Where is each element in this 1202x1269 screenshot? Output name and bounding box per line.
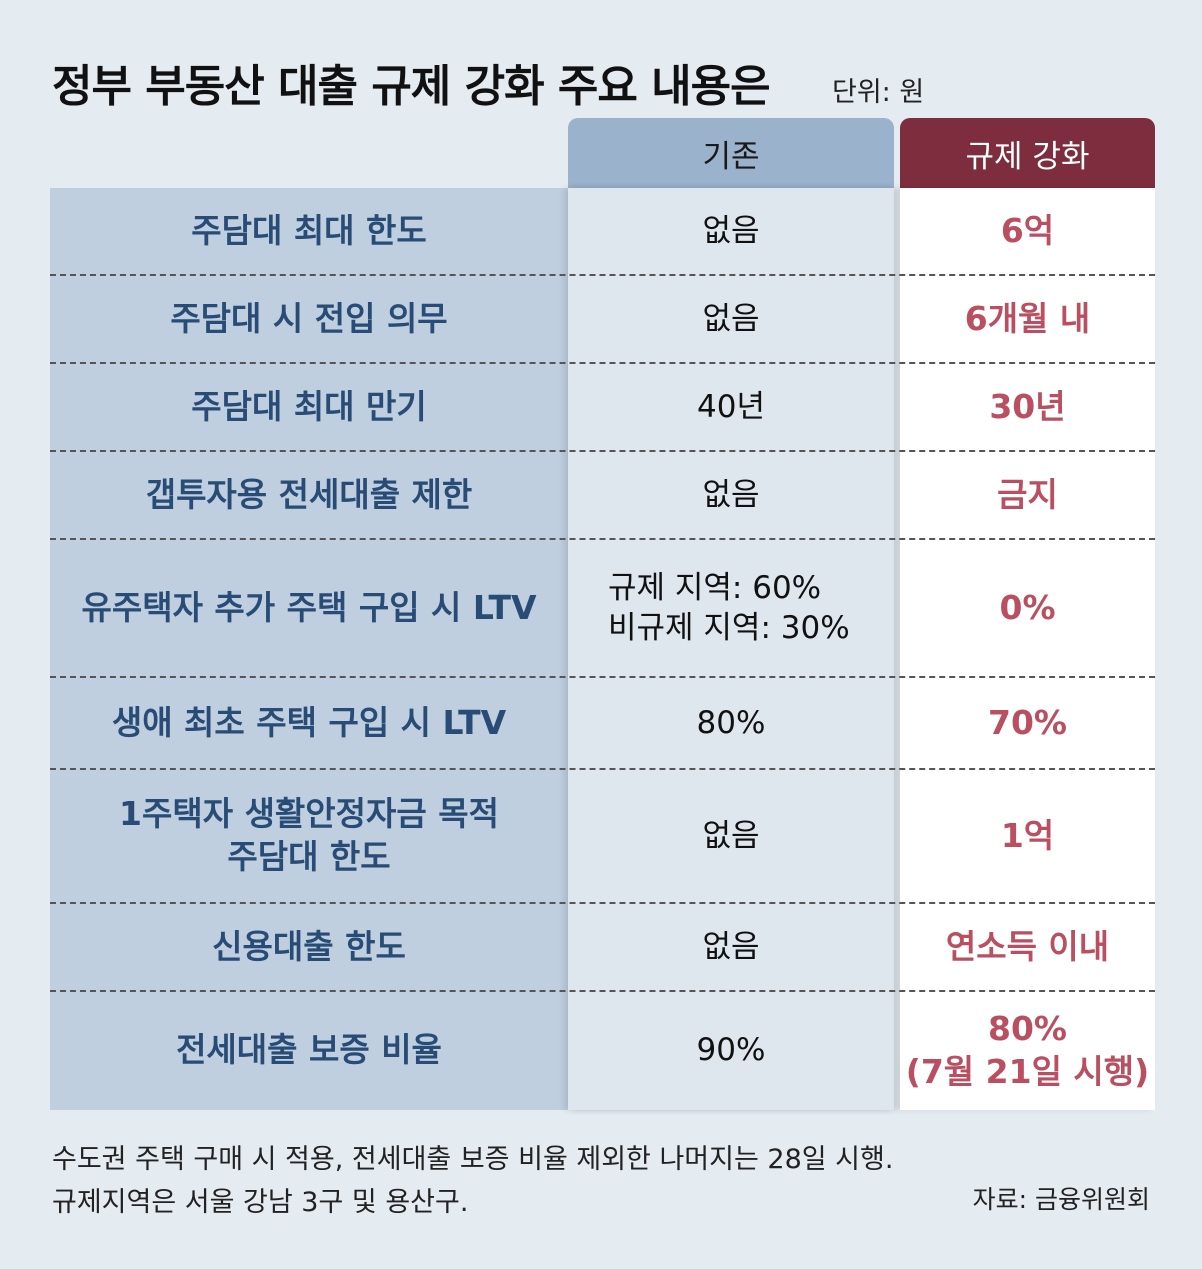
table-row: 생애 최초 주택 구입 시 LTV 80% 70% [50, 677, 1155, 769]
existing-value: 80% [568, 677, 894, 769]
existing-value-line: 없음 [702, 213, 760, 250]
strengthened-column [900, 188, 1155, 1110]
existing-value: 없음 [568, 451, 894, 539]
existing-value: 90% [568, 991, 894, 1110]
row-label: 유주택자 추가 주택 구입 시 LTV [50, 539, 568, 677]
existing-value: 없음 [568, 903, 894, 991]
strengthened-value: 연소득 이내 [900, 903, 1155, 991]
row-label: 갭투자용 전세대출 제한 [50, 451, 568, 539]
row-label-line: 전세대출 보증 비율 [176, 1030, 442, 1070]
existing-value-line: 40년 [697, 388, 765, 425]
row-label: 1주택자 생활안정자금 목적 주담대 한도 [50, 769, 568, 903]
strengthened-value-line: 연소득 이내 [945, 926, 1110, 966]
row-label-line: 갭투자용 전세대출 제한 [145, 474, 473, 514]
label-column [50, 188, 568, 1110]
row-divider [50, 902, 1155, 904]
row-divider [50, 274, 1155, 276]
table-row: 주담대 시 전입 의무 없음 6개월 내 [50, 275, 1155, 363]
strengthened-value-line: 6개월 내 [964, 298, 1091, 338]
footnote-1: 수도권 주택 구매 시 적용, 전세대출 보증 비율 제외한 나머지는 28일 … [52, 1144, 894, 1175]
row-divider [50, 450, 1155, 452]
existing-value: 규제 지역: 60% 비규제 지역: 30% [568, 539, 894, 677]
existing-value-line: 비규제 지역: 30% [608, 610, 850, 646]
row-label-line: 1주택자 생활안정자금 목적 [119, 794, 499, 834]
row-label-line: 주담대 한도 [227, 837, 391, 876]
existing-value: 없음 [568, 275, 894, 363]
strengthened-value: 금지 [900, 451, 1155, 539]
strengthened-value: 30년 [900, 363, 1155, 451]
row-divider [50, 538, 1155, 540]
existing-value-line: 규제 지역: 60% [608, 569, 822, 606]
strengthened-value-line: 6억 [1000, 211, 1055, 251]
footnote-2: 규제지역은 서울 강남 3구 및 용산구. [52, 1187, 469, 1218]
row-label: 주담대 최대 한도 [50, 188, 568, 275]
strengthened-value-line: 70% [988, 702, 1067, 742]
existing-column [568, 188, 894, 1110]
table-row: 신용대출 한도 없음 연소득 이내 [50, 903, 1155, 991]
existing-value-line: 없음 [702, 476, 760, 513]
existing-value-line: 90% [696, 1032, 766, 1069]
strengthened-value-line: 0% [999, 587, 1056, 627]
header-strengthened: 규제 강화 [900, 118, 1155, 188]
row-label-line: 주담대 최대 만기 [191, 386, 427, 426]
strengthened-value: 6억 [900, 188, 1155, 275]
existing-value-line: 없음 [702, 928, 760, 965]
strengthened-value-line: 1억 [1000, 815, 1055, 855]
table-row: 갭투자용 전세대출 제한 없음 금지 [50, 451, 1155, 539]
row-label-line: 신용대출 한도 [212, 926, 406, 966]
row-label: 생애 최초 주택 구입 시 LTV [50, 677, 568, 769]
row-divider [50, 990, 1155, 992]
row-divider [50, 768, 1155, 770]
existing-value: 없음 [568, 188, 894, 275]
strengthened-value-line: 금지 [997, 474, 1058, 514]
row-label: 주담대 최대 만기 [50, 363, 568, 451]
strengthened-value-line: 80% [988, 1008, 1067, 1048]
row-label: 신용대출 한도 [50, 903, 568, 991]
strengthened-value: 0% [900, 539, 1155, 677]
row-label-line: 생애 최초 주택 구입 시 LTV [111, 702, 507, 742]
row-label-line: 주담대 최대 한도 [191, 211, 427, 251]
page-title: 정부 부동산 대출 규제 강화 주요 내용은 [52, 61, 771, 112]
header-existing: 기존 [568, 118, 894, 188]
existing-value: 없음 [568, 769, 894, 903]
existing-value: 40년 [568, 363, 894, 451]
source-credit: 자료: 금융위원회 [972, 1185, 1150, 1214]
strengthened-value-line: 30년 [989, 386, 1066, 426]
table-row: 주담대 최대 만기 40년 30년 [50, 363, 1155, 451]
regulation-table: 주담대 최대 한도 없음 6억 주담대 시 전입 의무 없음 6개월 내 주담대 최대 만기… [50, 188, 1155, 1110]
row-label-line: 주담대 시 전입 의무 [170, 298, 448, 338]
existing-value-line: 없음 [702, 817, 760, 854]
table-row: 전세대출 보증 비율 90% 80% (7월 21일 시행) [50, 991, 1155, 1110]
row-label: 주담대 시 전입 의무 [50, 275, 568, 363]
unit-label: 단위: 원 [832, 77, 925, 108]
row-divider [50, 676, 1155, 678]
row-divider [50, 362, 1155, 364]
table-row: 주담대 최대 한도 없음 6억 [50, 188, 1155, 275]
table-row: 유주택자 추가 주택 구입 시 LTV 규제 지역: 60% 비규제 지역: 30%… [50, 539, 1155, 677]
existing-value-line: 없음 [702, 300, 760, 337]
table-row: 1주택자 생활안정자금 목적 주담대 한도 없음 1억 [50, 769, 1155, 903]
strengthened-value-line: (7월 21일 시행) [905, 1051, 1150, 1091]
strengthened-value: 6개월 내 [900, 275, 1155, 363]
row-label: 전세대출 보증 비율 [50, 991, 568, 1110]
strengthened-value: 80% (7월 21일 시행) [900, 991, 1155, 1110]
existing-value-line: 80% [696, 704, 766, 741]
strengthened-value: 70% [900, 677, 1155, 769]
strengthened-value: 1억 [900, 769, 1155, 903]
row-label-line: 유주택자 추가 주택 구입 시 LTV [81, 587, 537, 627]
